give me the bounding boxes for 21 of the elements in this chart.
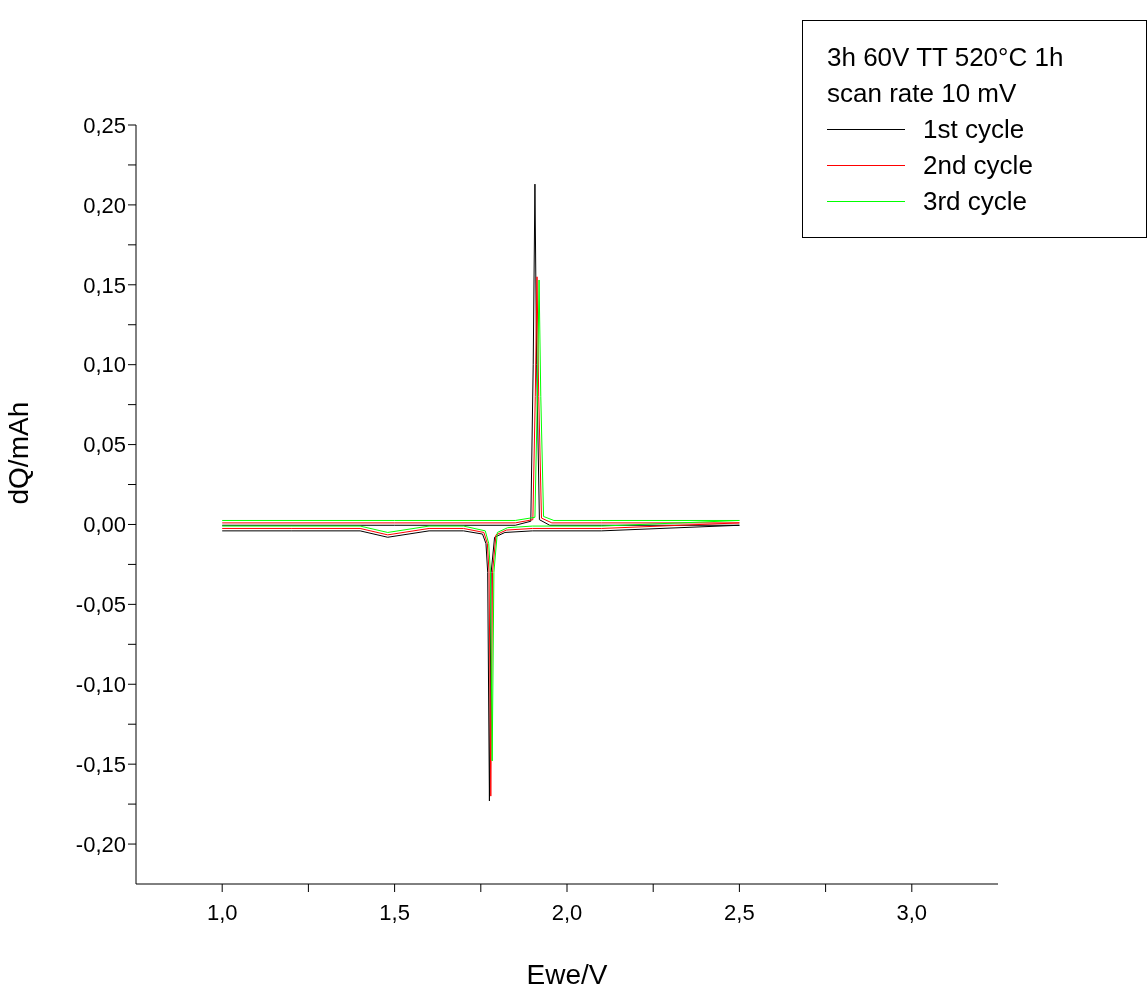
x-tick-label: 2,5 [724,899,755,925]
y-tick-label: -0,15 [75,751,126,777]
x-axis-title: Ewe/V [526,959,608,990]
legend-label: 3rd cycle [923,185,1028,218]
y-tick-label: -0,05 [75,592,126,618]
legend-title: 3h 60V TT 520°C 1h scan rate 10 mV [827,41,1065,110]
y-axis-title: dQ/mAh [2,401,34,505]
x-tick-label: 2,0 [551,899,583,925]
y-tick-label: -0,20 [75,831,126,857]
legend-label: 1st cycle [923,113,1025,146]
y-tick-label: 0,10 [83,352,126,378]
y-tick-label: -0,10 [75,672,126,698]
y-tick-label: 0,00 [83,512,126,538]
x-tick-label: 3,0 [896,899,928,925]
y-tick-label: 0,25 [83,112,126,138]
y-tick-label: 0,05 [83,432,126,458]
y-tick-label: 0,20 [83,192,126,218]
legend-label: 2nd cycle [923,149,1033,182]
x-tick-label: 1,5 [379,899,410,925]
x-tick-label: 1,0 [206,899,238,925]
y-tick-label: 0,15 [83,272,126,298]
